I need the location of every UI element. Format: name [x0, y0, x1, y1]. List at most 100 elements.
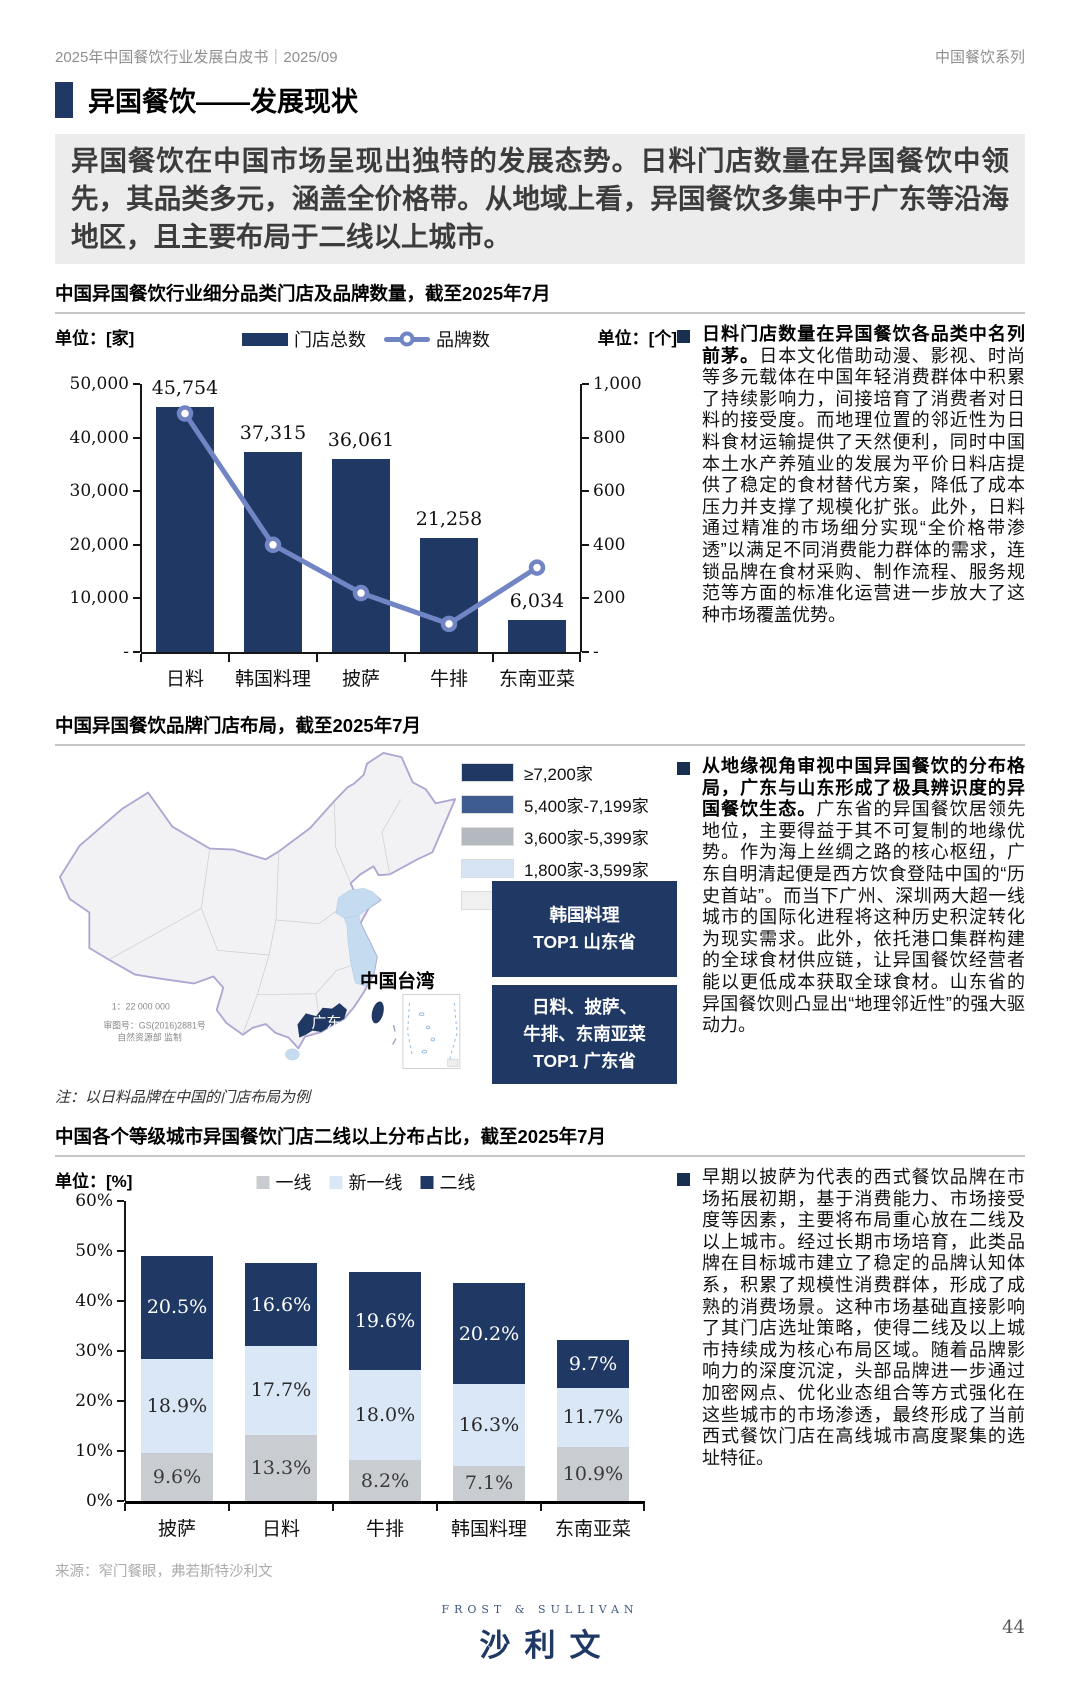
taiwan-label: 中国台湾: [360, 971, 435, 992]
map-china: 广东 中国台湾 1：22 000 000 审图号：GS(2016)2881号 自…: [55, 752, 677, 1084]
bar-东南亚菜: [508, 619, 566, 652]
segment-一线-牛排: [349, 1460, 421, 1501]
y-axis-tick-label: 20%: [75, 1391, 113, 1411]
insight-text-2: 从地缘视角审视中国异国餐饮的分布格局，广东与山东形成了极具辨识度的异国餐饮生态。…: [702, 756, 1025, 1036]
y-axis-tick-label: 800: [593, 427, 626, 448]
segment-value-label: 17.7%: [250, 1379, 312, 1402]
bar-披萨: [332, 458, 390, 652]
segment-value-label: 13.3%: [250, 1456, 312, 1479]
chart2-title: 中国各个等级城市异国餐饮门店二线以上分布占比，截至2025年7月: [55, 1126, 606, 1147]
bar-value-label: 21,258: [415, 508, 483, 531]
chart2-y-axis: 60% 50% 40% 30% 20% 10% 0%: [55, 1191, 125, 1511]
legend-item-stores: 门店总数: [242, 326, 366, 352]
bullet-square-icon: [677, 330, 690, 343]
segment-value-label: 11.7%: [562, 1406, 624, 1429]
bullet-square-icon: [677, 1173, 690, 1186]
heading-square-icon: [55, 81, 73, 118]
segment-value-label: 7.1%: [464, 1472, 514, 1495]
frost-sullivan-logo: FROST & SULLIVAN 沙利文: [441, 1603, 638, 1665]
divider: [55, 744, 1025, 746]
y-axis-tick: [133, 651, 140, 653]
x-axis-tick: [228, 1503, 230, 1511]
province-jiangsu-zhejiang: [343, 915, 378, 987]
summary-highlight: 异国餐饮在中国市场呈现出独特的发展态势。日料门店数量在异国餐饮中领先，其品类多元…: [55, 134, 1025, 264]
newtier1-swatch-icon: [329, 1175, 343, 1189]
y-axis-tick: [582, 597, 589, 600]
x-category-label: 牛排: [365, 1519, 404, 1540]
x-axis-tick: [643, 1503, 645, 1511]
x-axis-tick: [404, 654, 406, 662]
segment-value-label: 8.2%: [360, 1469, 410, 1492]
segment-二线-牛排: [349, 1272, 421, 1370]
x-category-label: 披萨: [341, 669, 380, 690]
insight-bullet-3: 早期以披萨为代表的西式餐饮品牌在市场拓展初期，基于消费能力、市场接受度等因素，主…: [677, 1167, 1025, 1469]
logo-latin-text: FROST & SULLIVAN: [441, 1603, 639, 1616]
insight-bullet-2: 从地缘视角审视中国异国餐饮的分布格局，广东与山东形成了极具辨识度的异国餐饮生态。…: [677, 756, 1025, 1037]
callout-shandong: 韩国料理 TOP1 山东省: [492, 881, 677, 977]
bar-value-label: 37,315: [239, 422, 307, 444]
y-axis-tick-label: 50,000: [69, 374, 129, 394]
source-note: 来源：窄门餐眼，弗若斯特沙利文: [55, 1564, 273, 1580]
bar-韩国料理: [244, 452, 302, 652]
y-axis-tick: [582, 436, 589, 439]
x-category-label: 日料: [261, 1519, 300, 1540]
chart1-header: 单位：[家] 门店总数 品牌数 单位：[个]: [55, 324, 677, 356]
legend-label: 1,800家-3,599家: [524, 861, 649, 880]
insight-text-1: 日料门店数量在异国餐饮各品类中名列前茅。日本文化借助动漫、影视、时尚等多元载体在…: [702, 324, 1025, 625]
bar-value-label: 45,754: [151, 376, 219, 399]
segment-一线-韩国料理: [453, 1465, 525, 1501]
divider: [55, 312, 1025, 314]
legend-item-newtier1: 新一线: [329, 1169, 403, 1195]
x-category-label: 韩国料理: [450, 1519, 527, 1540]
chart-city-tier: 单位：[%] 一线 新一线 二线: [55, 1167, 677, 1546]
tier2-swatch-icon: [420, 1175, 434, 1189]
legend-label: 新一线: [348, 1173, 403, 1193]
segment-二线-披萨: [141, 1256, 213, 1359]
legend-row: 5,400家-7,199家: [461, 792, 677, 817]
y-axis-line: [124, 1201, 126, 1501]
segment-value-label: 20.2%: [458, 1322, 520, 1345]
segment-value-label: 9.6%: [152, 1466, 202, 1488]
legend-item-tier1: 一线: [256, 1169, 312, 1195]
legend-row: 3,600家-5,399家: [461, 824, 677, 849]
x-axis-tick: [140, 654, 142, 662]
y-axis-tick-label: 50%: [75, 1241, 113, 1261]
y-axis-tick: [582, 490, 589, 493]
segment-value-label: 16.3%: [458, 1413, 520, 1436]
tier1-swatch-icon: [256, 1175, 270, 1189]
chart1-title: 中国异国餐饮行业细分品类门店及品牌数量，截至2025年7月: [55, 283, 551, 304]
chart1-unit-right: 单位：[个]: [597, 329, 677, 348]
x-axis-tick: [579, 654, 581, 662]
y-axis-tick: [117, 1300, 124, 1302]
page-footer: FROST & SULLIVAN 沙利文 44: [55, 1603, 1025, 1693]
chart2-header: 单位：[%] 一线 新一线 二线: [55, 1167, 677, 1199]
legend-label: 5,400家-7,199家: [524, 797, 649, 816]
x-axis-tick: [228, 654, 230, 662]
bar-牛排: [420, 538, 478, 652]
x-axis-tick: [124, 1503, 126, 1511]
legend-label: ≥7,200家: [524, 765, 593, 784]
left-axis-line: [140, 384, 142, 652]
x-axis-tick: [492, 654, 494, 662]
province-hainan: [285, 1048, 300, 1061]
x-axis-tick: [332, 1503, 334, 1511]
right-axis-line: [580, 384, 582, 652]
y-axis-tick: [117, 1400, 124, 1402]
bar-swatch-icon: [242, 332, 288, 346]
legend-item-brands: 品牌数: [384, 326, 490, 352]
segment-一线-日料: [245, 1434, 317, 1501]
legend-row: ≥7,200家: [461, 760, 677, 785]
map-license-1: 审图号：GS(2016)2881号: [103, 1019, 206, 1030]
segment-value-label: 9.7%: [568, 1352, 618, 1375]
china-map-svg: 广东 中国台湾 1：22 000 000 审图号：GS(2016)2881号 自…: [58, 752, 461, 1069]
guangdong-label: 广东: [311, 1014, 341, 1031]
bar-日料: [156, 406, 214, 652]
map-note: 注：以日料品牌在中国的门店布局为例: [55, 1088, 311, 1106]
y-axis-tick-label: 40,000: [69, 427, 129, 448]
bar-value-label: 36,061: [327, 428, 395, 451]
y-axis-tick: [117, 1450, 124, 1452]
segment-二线-韩国料理: [453, 1283, 525, 1384]
x-axis-tick: [540, 1503, 542, 1511]
segment-value-label: 18.9%: [146, 1394, 208, 1417]
map-scale: 1：22 000 000: [112, 1002, 170, 1012]
